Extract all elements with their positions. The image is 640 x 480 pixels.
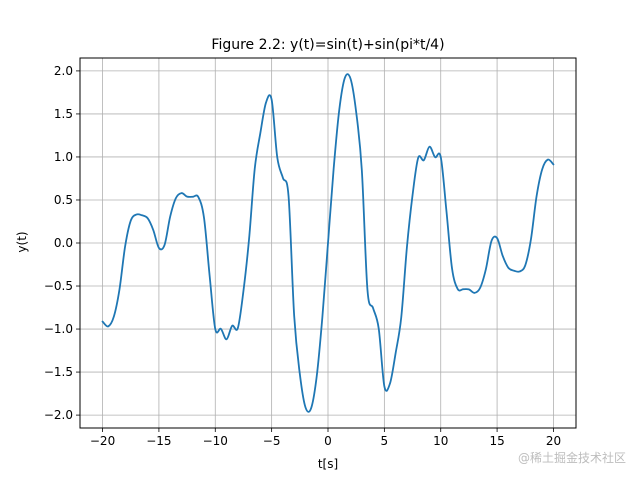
y-tick-label: 1.0 — [54, 150, 73, 164]
y-axis-ticks: −2.0 −1.5 −1.0 −0.5 0.0 0.5 1.0 1.5 2.0 — [44, 64, 80, 422]
series-layer — [101, 73, 555, 413]
x-tick-label: 10 — [433, 434, 448, 448]
x-tick-label: −10 — [203, 434, 228, 448]
y-tick-label: −1.5 — [44, 365, 73, 379]
x-tick-label: −15 — [146, 434, 171, 448]
x-tick-label: 15 — [489, 434, 504, 448]
y-tick-label: −0.5 — [44, 279, 73, 293]
watermark: @稀土掘金技术社区 — [517, 451, 626, 465]
series-line — [101, 73, 555, 413]
y-tick-label: 1.5 — [54, 107, 73, 121]
x-axis-ticks: −20 −15 −10 −5 0 5 10 15 20 — [90, 428, 561, 448]
y-tick-label: −1.0 — [44, 322, 73, 336]
y-tick-label: 0.0 — [54, 236, 73, 250]
chart-title: Figure 2.2: y(t)=sin(t)+sin(pi*t/4) — [211, 37, 444, 53]
x-tick-label: −20 — [90, 434, 115, 448]
x-axis-label: t[s] — [318, 457, 338, 471]
x-tick-label: 5 — [381, 434, 389, 448]
y-tick-label: 0.5 — [54, 193, 73, 207]
y-axis-label: y(t) — [15, 231, 29, 252]
x-tick-label: 20 — [546, 434, 561, 448]
y-tick-label: −2.0 — [44, 408, 73, 422]
y-tick-label: 2.0 — [54, 64, 73, 78]
x-tick-label: 0 — [324, 434, 332, 448]
x-tick-label: −5 — [263, 434, 281, 448]
